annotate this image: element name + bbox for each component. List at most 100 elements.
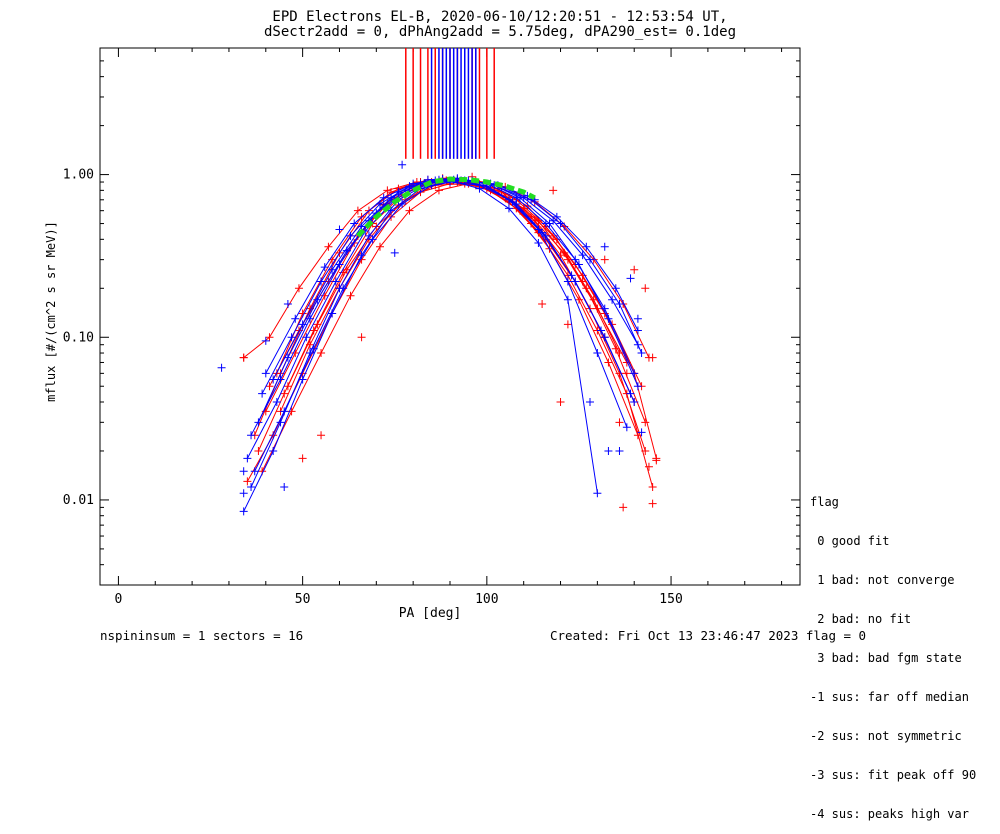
data-point	[600, 304, 609, 313]
data-point	[652, 456, 661, 465]
series-line	[243, 181, 628, 512]
plot-area: 0 50 100 150 0.01 0.10 1.00 PA [deg] mflux [#/(c…	[44, 47, 801, 621]
chart-subtitle: dSectr2add = 0, dPhAng2add = 5.75deg, dP…	[263, 24, 736, 40]
series-line	[280, 178, 657, 459]
data-point	[604, 358, 613, 367]
footer-left-info: nspininsum = 1 sectors = 16	[100, 628, 304, 643]
data-point	[593, 349, 602, 358]
data-point	[593, 304, 602, 313]
footer-created-info: Created: Fri Oct 13 23:46:47 2023 flag =…	[550, 628, 867, 643]
data-point	[265, 382, 274, 391]
data-point	[239, 467, 248, 476]
data-point	[508, 197, 517, 206]
data-point	[600, 255, 609, 264]
data-point	[368, 235, 377, 244]
series-line	[272, 179, 598, 494]
legend-entry: 1 bad: not converge	[810, 573, 955, 587]
data-point	[582, 242, 591, 251]
data-point	[615, 446, 624, 455]
data-point	[379, 193, 388, 202]
data-point	[597, 326, 606, 335]
data-point	[328, 265, 337, 274]
fit-curve	[356, 176, 536, 238]
legend-entry: 0 good fit	[810, 534, 890, 548]
data-point	[243, 454, 252, 463]
data-point	[294, 284, 303, 293]
data-point	[637, 349, 646, 358]
data-point	[626, 389, 635, 398]
legend-entry: -4 sus: peaks high var	[810, 807, 969, 821]
data-point	[239, 507, 248, 516]
data-point	[287, 333, 296, 342]
data-point	[357, 333, 366, 342]
data-point	[350, 219, 359, 228]
x-tick-label: 0	[115, 592, 123, 607]
data-point	[398, 199, 407, 208]
data-point	[283, 382, 292, 391]
data-point	[563, 320, 572, 329]
data-point	[261, 336, 270, 345]
data-point	[630, 265, 639, 274]
data-point	[512, 193, 521, 202]
data-point	[619, 503, 628, 512]
y-axis-label: mflux [#/(cm^2 s sr MeV)]	[44, 221, 58, 402]
x-tick-label: 50	[295, 592, 311, 607]
data-point	[615, 300, 624, 309]
data-point	[637, 428, 646, 437]
data-point	[586, 397, 594, 406]
legend-title: flag	[810, 495, 839, 509]
data-point	[313, 320, 322, 329]
y-tick-label: 0.01	[63, 493, 94, 508]
data-point	[269, 446, 278, 455]
data-point	[556, 219, 565, 228]
data-point	[269, 375, 278, 384]
data-point	[324, 242, 333, 251]
data-point	[641, 446, 650, 455]
data-point	[574, 295, 583, 304]
legend-entry: -1 sus: far off median	[810, 690, 969, 704]
data-point	[261, 369, 270, 378]
data-point	[538, 300, 547, 309]
x-tick-label: 100	[475, 592, 498, 607]
data-point	[578, 277, 587, 286]
data-point	[364, 231, 373, 240]
data-point	[331, 277, 340, 286]
data-point	[339, 284, 348, 293]
data-point	[633, 382, 642, 391]
data-point	[320, 263, 329, 272]
flag-legend: flag 0 good fit 1 bad: not converge 2 ba…	[810, 470, 976, 834]
data-point	[615, 349, 624, 358]
data-point	[317, 277, 326, 286]
data-point	[306, 314, 314, 323]
data-point	[633, 326, 642, 335]
data-point	[280, 407, 289, 416]
data-point	[387, 193, 396, 202]
data-point	[434, 186, 443, 195]
y-tick-label: 1.00	[63, 168, 94, 183]
data-point	[265, 333, 274, 342]
data-point	[405, 206, 414, 215]
data-point	[276, 375, 285, 384]
data-point	[298, 320, 307, 329]
data-point	[247, 431, 256, 440]
data-point	[571, 255, 580, 264]
data-point	[615, 418, 624, 427]
data-point	[600, 242, 609, 251]
data-point	[272, 397, 281, 406]
legend-entry: 2 bad: no fit	[810, 612, 912, 626]
y-tick-label: 0.10	[63, 330, 94, 345]
data-point	[280, 389, 289, 398]
data-point	[560, 248, 569, 257]
data-point	[243, 477, 252, 486]
data-point	[586, 255, 594, 264]
data-point	[250, 467, 259, 476]
data-point	[552, 212, 561, 221]
series-line	[257, 179, 639, 452]
data-point	[641, 418, 650, 427]
data-point	[291, 314, 300, 323]
data-point	[239, 489, 248, 498]
data-point	[394, 188, 403, 197]
data-point	[258, 389, 267, 398]
data-point	[622, 369, 631, 378]
data-point	[604, 446, 613, 455]
